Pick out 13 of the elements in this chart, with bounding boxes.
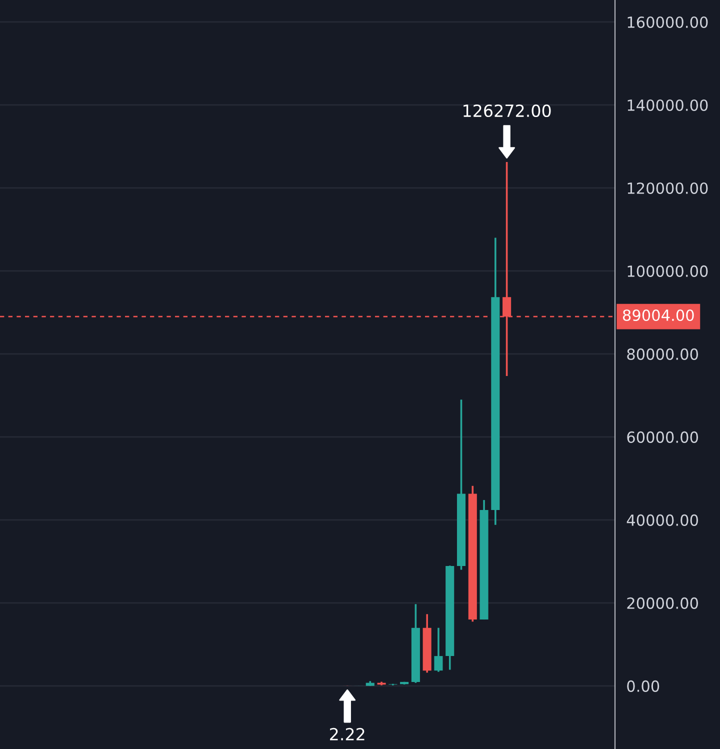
y-tick-label: 100000.00 <box>628 265 708 277</box>
y-tick-label: 40000.00 <box>626 514 698 526</box>
y-tick-label: 60000.00 <box>627 431 698 443</box>
annotation: 2.22 <box>330 728 364 740</box>
ref-line-label: 89004.00 <box>622 309 694 322</box>
annotation: 126272.00 <box>464 104 551 118</box>
candlestick <box>434 626 443 673</box>
y-tick-label: 140000.00 <box>628 99 708 112</box>
y-tick-label: 120000.00 <box>628 182 708 194</box>
y-tick-label: 20000.00 <box>627 597 698 609</box>
y-tick-label: 0.00 <box>627 680 660 692</box>
y-tick-label: 160000.00 <box>628 16 708 28</box>
y-tick-label: 80000.00 <box>627 348 698 360</box>
